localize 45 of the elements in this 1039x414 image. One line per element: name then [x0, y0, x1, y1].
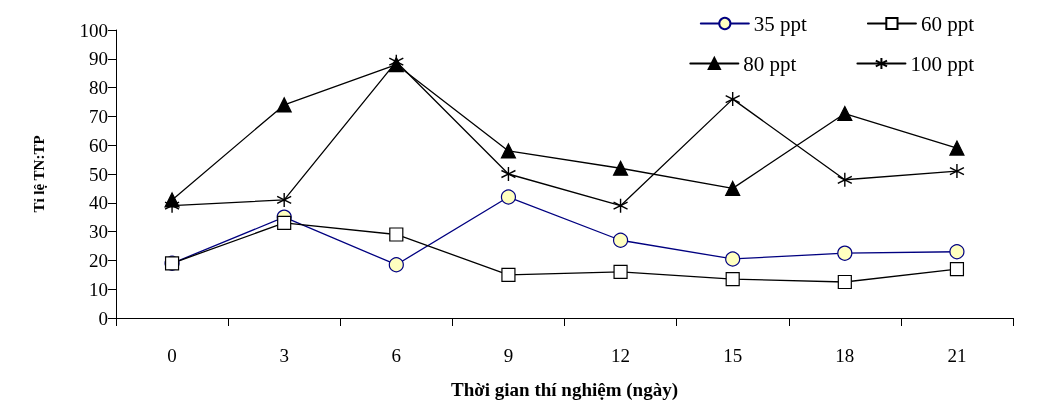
point [500, 189, 517, 205]
point [837, 245, 853, 261]
y-tick-label: 80 [89, 77, 108, 99]
point [612, 232, 629, 248]
x-tick-label: 6 [391, 345, 402, 366]
y-tick-label: 0 [98, 307, 108, 329]
y-tick-label: 20 [89, 249, 108, 271]
point [837, 105, 853, 122]
x-tick-label: 18 [835, 345, 855, 366]
point [949, 261, 965, 277]
y-tick-label: 40 [89, 192, 108, 214]
point [837, 172, 853, 188]
y-axis-title: Tỉ lệ TN:TP [30, 135, 47, 213]
legend-label: 100 ppt [910, 51, 975, 76]
y-tick-label: 50 [89, 163, 108, 185]
legend-label: 60 ppt [920, 11, 975, 36]
point [725, 180, 741, 196]
y-tick-label: 60 [89, 134, 108, 156]
legend-label: 80 ppt [743, 51, 797, 76]
point [277, 215, 292, 231]
x-axis-title: Thời gian thí nghiệm (ngày) [451, 379, 678, 401]
x-tick-label: 21 [947, 345, 967, 366]
x-tick-label: 3 [279, 345, 289, 366]
point [612, 197, 629, 214]
point [949, 244, 965, 260]
point [500, 166, 517, 182]
point [276, 97, 292, 113]
point [949, 140, 965, 156]
point [388, 257, 404, 273]
x-tick-label: 9 [503, 345, 514, 366]
point [500, 143, 517, 159]
x-tick-label: 0 [167, 345, 177, 366]
x-tick-label: 12 [611, 345, 631, 366]
y-tick-label: 10 [89, 278, 108, 300]
y-tick-label: 70 [89, 105, 108, 127]
y-tick-label: 30 [89, 221, 108, 243]
legend-label: 35 ppt [753, 11, 808, 36]
point [724, 91, 741, 107]
point [276, 192, 292, 208]
y-tick-label: 90 [89, 48, 108, 70]
point [612, 160, 629, 176]
y-tick-label: 100 [79, 19, 108, 41]
point [949, 163, 965, 179]
point [725, 251, 741, 267]
x-tick-label: 15 [723, 345, 743, 366]
